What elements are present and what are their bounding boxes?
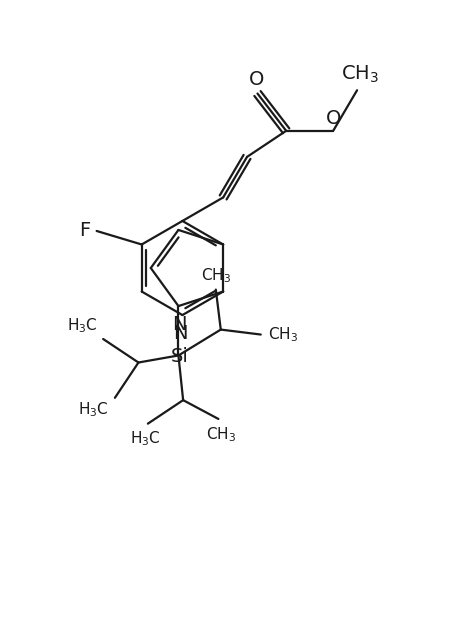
Text: F: F <box>79 221 91 241</box>
Text: H$_3$C: H$_3$C <box>78 400 109 419</box>
Text: CH$_3$: CH$_3$ <box>206 425 236 444</box>
Text: O: O <box>249 70 264 88</box>
Text: H$_3$C: H$_3$C <box>67 316 97 335</box>
Text: CH$_3$: CH$_3$ <box>201 266 231 285</box>
Text: CH$_3$: CH$_3$ <box>268 325 298 344</box>
Text: N: N <box>172 315 187 334</box>
Text: H$_3$C: H$_3$C <box>130 429 161 448</box>
Text: CH$_3$: CH$_3$ <box>340 64 379 85</box>
Text: Si: Si <box>171 347 188 366</box>
Text: O: O <box>326 109 341 128</box>
Text: N: N <box>173 324 187 343</box>
